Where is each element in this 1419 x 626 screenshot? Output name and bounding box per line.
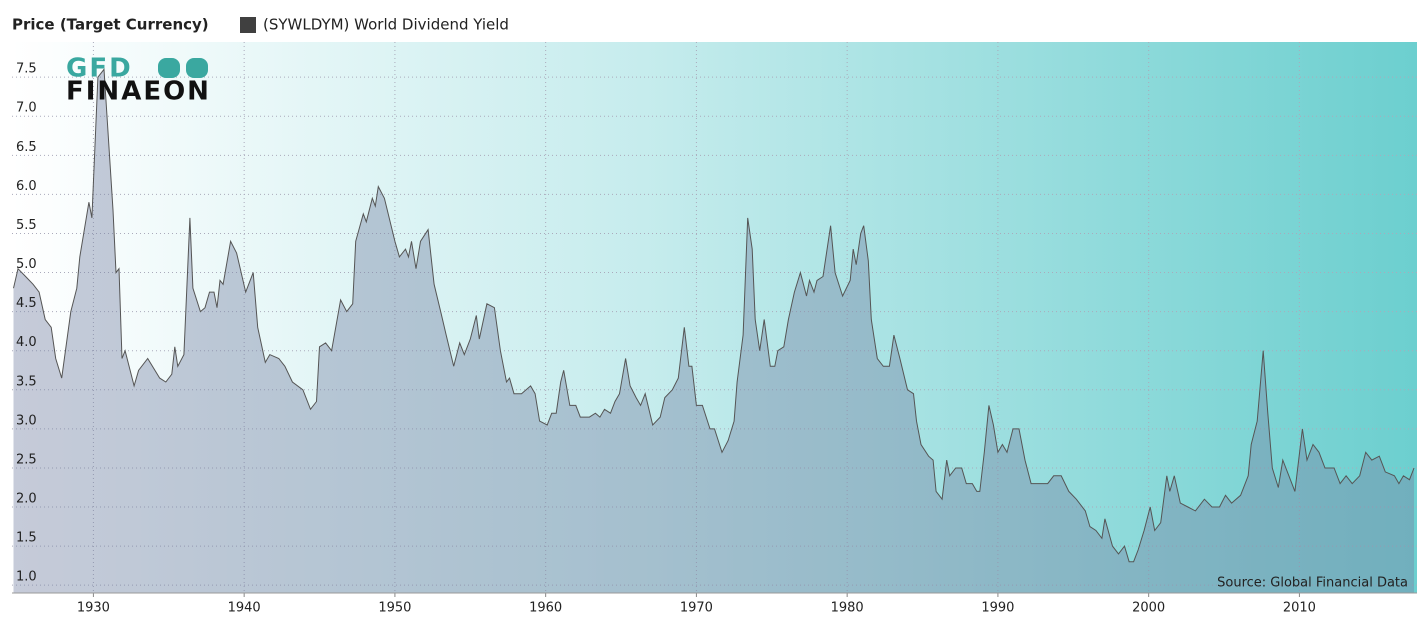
legend-swatch	[240, 17, 256, 33]
y-tick-label: 2.5	[16, 452, 37, 467]
y-tick-label: 3.5	[16, 374, 37, 389]
line	[13, 68, 1415, 563]
y-tick-label: 4.5	[16, 296, 37, 311]
logo-top: GFD	[66, 54, 133, 84]
y-tick-label: 7.0	[16, 101, 37, 116]
source: Source: Global Financial Data	[1217, 576, 1408, 591]
x-tick-label: 1990	[981, 601, 1014, 616]
logo-leaf	[186, 58, 208, 78]
legend-label: (SYWLDYM) World Dividend Yield	[263, 16, 509, 34]
x-tick-label: 1930	[77, 601, 110, 616]
x-tick-label: 1960	[529, 601, 562, 616]
area	[13, 69, 1414, 593]
logo-leaf	[158, 58, 180, 78]
x-tick-label: 2000	[1132, 601, 1165, 616]
y-tick-label: 7.5	[16, 62, 37, 77]
y-tick-label: 5.5	[16, 218, 37, 233]
y-tick-label: 3.0	[16, 413, 37, 428]
y-tick-label: 6.5	[16, 140, 37, 155]
x-tick-label: 1980	[831, 601, 864, 616]
plot-background	[12, 42, 1417, 593]
logo-bottom: FINAEON	[66, 77, 211, 107]
chart-title: Price (Target Currency)	[12, 16, 209, 34]
y-tick-label: 1.5	[16, 531, 37, 546]
x-tick-label: 1970	[680, 601, 713, 616]
y-tick-label: 2.0	[16, 492, 37, 507]
x-tick-label: 1940	[228, 601, 261, 616]
y-tick-label: 1.0	[16, 570, 37, 585]
x-tick-label: 1950	[378, 601, 411, 616]
y-tick-label: 4.0	[16, 335, 37, 350]
y-tick-label: 6.0	[16, 179, 37, 194]
y-tick-label: 5.0	[16, 257, 37, 272]
x-tick-label: 2010	[1283, 601, 1316, 616]
